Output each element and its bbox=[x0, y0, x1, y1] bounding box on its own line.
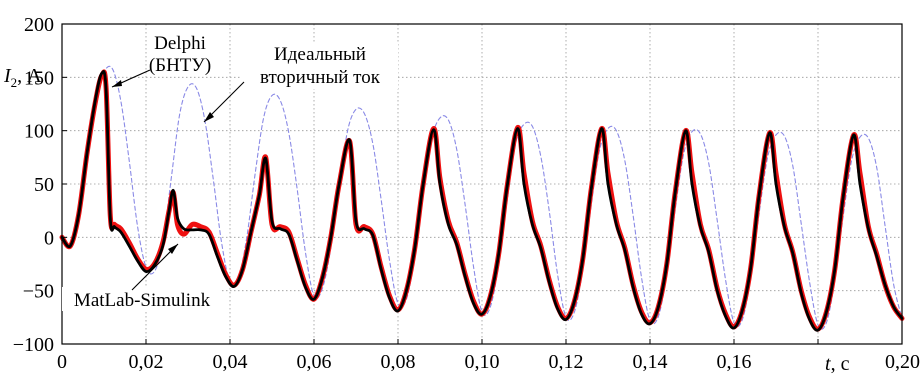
y-tick-label: 50 bbox=[34, 174, 54, 196]
x-axis-label: t, с bbox=[825, 353, 850, 374]
y-axis-unit: , А bbox=[17, 65, 42, 87]
chart-series bbox=[59, 65, 905, 332]
annotation-ideal-line-1: Идеальный bbox=[274, 44, 366, 65]
x-axis-label-background bbox=[822, 354, 878, 374]
y-tick-label: 200 bbox=[24, 14, 54, 36]
annotation-matlab: MatLab-Simulink bbox=[62, 243, 222, 311]
annotation-ideal-arrowhead bbox=[204, 112, 214, 122]
x-tick-label: 0,10 bbox=[465, 351, 500, 373]
annotation-matlab-label: MatLab-Simulink bbox=[74, 290, 211, 311]
x-tick-label: 0,16 bbox=[717, 351, 752, 373]
x-tick-label: 0,20 bbox=[885, 351, 920, 373]
x-tick-label: 0,06 bbox=[297, 351, 332, 373]
y-tick-label: −100 bbox=[13, 334, 54, 356]
x-tick-label: 0,12 bbox=[549, 351, 584, 373]
y-tick-label: 150 bbox=[24, 67, 54, 89]
x-tick-label: 0,08 bbox=[381, 351, 416, 373]
annotation-matlab-arrowhead bbox=[168, 244, 178, 254]
y-tick-label: 100 bbox=[24, 121, 54, 143]
x-tick-label: 0,04 bbox=[213, 351, 248, 373]
y-axis-label: I2, А bbox=[3, 65, 42, 90]
x-axis-symbol: t bbox=[825, 353, 831, 374]
y-axis-symbol: I bbox=[3, 65, 12, 87]
x-tick-label: 0 bbox=[57, 351, 67, 373]
y-axis-subscript: 2 bbox=[11, 75, 18, 90]
series-line-delphi bbox=[60, 70, 904, 332]
annotation-delphi: Delphi (БНТУ) bbox=[111, 33, 211, 88]
annotation-ideal-line-2: вторичный ток bbox=[260, 67, 381, 88]
annotation-ideal: Идеальный вторичный ток bbox=[203, 42, 398, 123]
x-tick-label: 0,14 bbox=[633, 351, 668, 373]
annotation-ideal-background bbox=[240, 42, 398, 89]
annotation-delphi-line-1: Delphi bbox=[154, 33, 206, 54]
annotation-delphi-arrowhead bbox=[112, 80, 122, 87]
tick-labels: 0 0,02 0,04 0,06 0,08 0,10 0,12 0,14 0,16 0,20 −10… bbox=[13, 14, 920, 373]
series-line-ideal bbox=[61, 65, 903, 330]
x-axis-unit: , с bbox=[831, 353, 850, 374]
annotation-delphi-background bbox=[148, 33, 210, 75]
x-tick-label: 0,02 bbox=[129, 351, 164, 373]
y-tick-label: −50 bbox=[23, 281, 54, 303]
y-tick-label: 0 bbox=[44, 227, 54, 249]
annotation-matlab-background bbox=[62, 287, 222, 311]
annotation-delphi-line-2: (БНТУ) bbox=[149, 55, 211, 76]
